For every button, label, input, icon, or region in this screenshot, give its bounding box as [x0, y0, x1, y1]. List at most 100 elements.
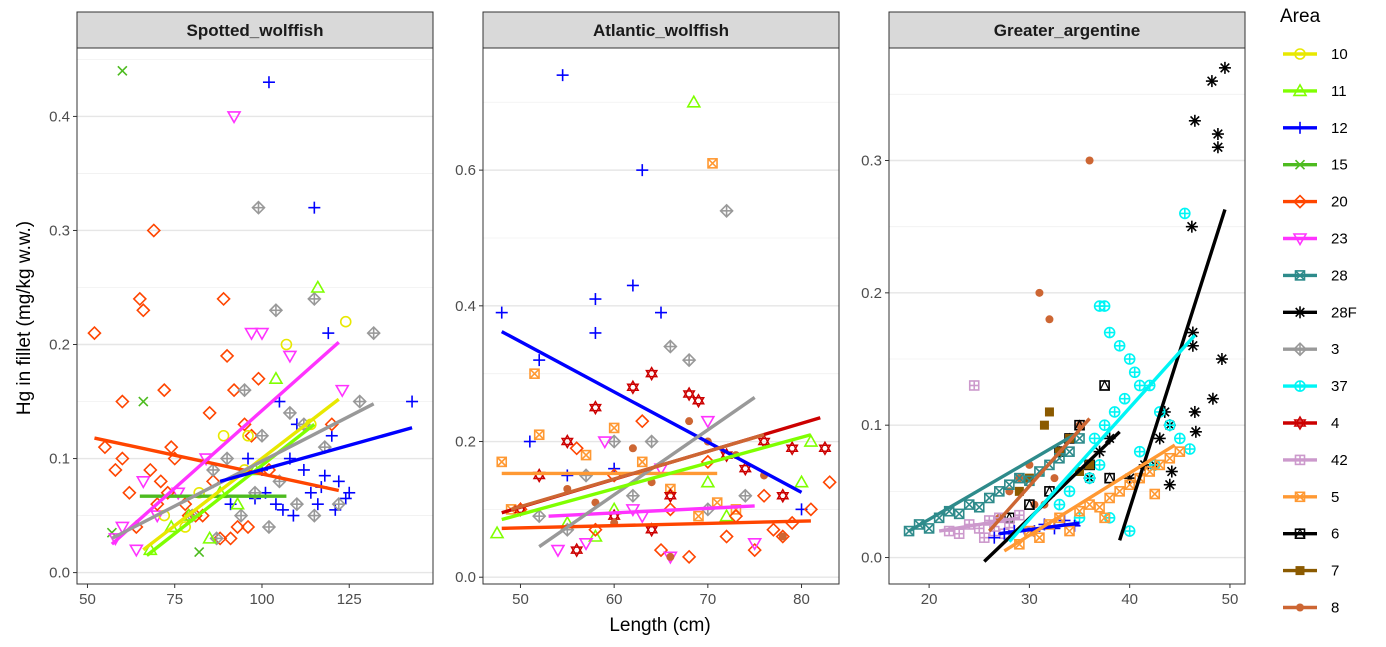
- legend: Area 10 11 12 15 20 23 28 28F 3 37 4 42 5 6 7 8: [1280, 6, 1357, 617]
- point-area-11: [794, 474, 809, 488]
- plot-content: [489, 69, 837, 565]
- point-area-12: [495, 306, 508, 319]
- legend-label: 3: [1331, 341, 1339, 358]
- point-area-4: [626, 379, 640, 395]
- point-area-20: [216, 291, 231, 307]
- trend-line-area-20: [94, 436, 340, 493]
- point-area-20: [122, 485, 137, 500]
- point-area-10: [217, 429, 230, 442]
- point-area-12: [242, 452, 255, 465]
- point-area-5: [1124, 479, 1135, 491]
- point-area-28: [963, 499, 975, 510]
- trend-line-area-8: [988, 417, 1091, 533]
- trend-line-area-42: [938, 516, 1020, 533]
- point-area-11: [202, 530, 218, 544]
- point-area-15: [117, 65, 128, 76]
- y-tick-label: 0.0: [455, 569, 476, 586]
- point-area-28: [973, 501, 985, 513]
- point-area-11: [230, 496, 245, 510]
- trend-line-area-23: [110, 340, 340, 546]
- point-area-20: [230, 519, 245, 535]
- y-tick-label: 0.4: [49, 108, 70, 125]
- point-area-20: [653, 542, 669, 558]
- point-area-10: [280, 338, 293, 351]
- legend-item-5: 5: [1283, 489, 1339, 506]
- trend-line-area-28: [908, 430, 1081, 533]
- point-area-23: [254, 327, 270, 341]
- point-area-20: [681, 549, 697, 564]
- legend-label: 12: [1331, 120, 1348, 137]
- legend-item-11: 11: [1283, 83, 1347, 100]
- legend-item-7: 7: [1283, 563, 1339, 580]
- legend-label: 15: [1331, 157, 1348, 174]
- point-area-28: [923, 523, 935, 534]
- point-area-37: [1088, 432, 1101, 445]
- point-area-5: [1164, 452, 1176, 464]
- point-area-20: [143, 462, 158, 478]
- point-area-12: [533, 354, 546, 367]
- point-area-4: [785, 440, 799, 456]
- point-area-3: [644, 434, 659, 449]
- point-area-28: [1014, 472, 1025, 484]
- point-area-12: [297, 463, 310, 476]
- point-area-4: [645, 522, 659, 538]
- point-area-5: [533, 429, 545, 441]
- point-area-28: [1064, 446, 1075, 457]
- point-area-20: [766, 522, 781, 537]
- point-area-20: [219, 348, 235, 364]
- y-tick-label: 0.1: [861, 417, 882, 434]
- point-area-28F: [1153, 432, 1166, 445]
- point-area-3: [233, 508, 249, 523]
- point-area-7: [1024, 473, 1034, 483]
- point-area-20: [202, 405, 217, 421]
- point-area-20: [569, 441, 584, 456]
- panel-greater-argentine: Greater_argentine 0.0 0.1 0.2 0.3 20 30 40 50: [861, 11, 1246, 608]
- point-area-20: [240, 519, 256, 535]
- y-tick-label: 0.6: [455, 162, 476, 179]
- point-area-3: [366, 325, 381, 341]
- point-area-4: [776, 488, 790, 504]
- legend-key-marker: [1294, 159, 1306, 170]
- point-area-20: [226, 382, 242, 398]
- point-area-4: [682, 386, 696, 402]
- point-area-20: [635, 414, 650, 429]
- legend-label: 20: [1331, 194, 1348, 211]
- point-area-3: [681, 352, 697, 368]
- legend-label: 28F: [1331, 304, 1357, 321]
- legend-item-6: 6: [1283, 526, 1339, 543]
- y-tick-label: 0.2: [49, 337, 70, 354]
- point-area-10: [179, 521, 191, 533]
- point-area-37: [1113, 339, 1126, 352]
- point-area-5: [1074, 505, 1085, 517]
- point-area-5: [1154, 459, 1166, 471]
- point-area-28F: [1211, 141, 1224, 154]
- point-area-8: [778, 532, 787, 541]
- point-area-20: [822, 475, 837, 490]
- point-area-20: [115, 394, 130, 409]
- trend-line-area-11: [501, 433, 812, 522]
- point-area-20: [146, 223, 161, 238]
- point-area-37: [1103, 326, 1116, 339]
- point-area-4: [588, 400, 602, 416]
- legend-key-marker: [1292, 233, 1308, 247]
- point-area-20: [136, 303, 151, 318]
- point-area-20: [132, 291, 147, 307]
- point-area-12: [523, 435, 536, 448]
- point-area-3: [307, 508, 322, 523]
- y-tick-label: 0.0: [861, 550, 882, 567]
- point-area-3: [289, 497, 305, 512]
- legend-item-28F: 28F: [1283, 304, 1357, 321]
- legend-label: 6: [1331, 526, 1339, 543]
- point-area-4: [691, 393, 705, 409]
- point-area-28F: [1215, 353, 1228, 366]
- strip-title: Spotted_wolffish: [187, 21, 324, 40]
- point-area-10: [339, 315, 352, 328]
- point-area-11: [310, 279, 326, 293]
- legend-key-marker: [1294, 380, 1306, 392]
- point-area-3: [663, 339, 678, 354]
- legend-item-12: 12: [1283, 120, 1348, 137]
- panel-border: [482, 47, 840, 585]
- legend-item-37: 37: [1283, 378, 1348, 395]
- point-area-20: [244, 428, 259, 443]
